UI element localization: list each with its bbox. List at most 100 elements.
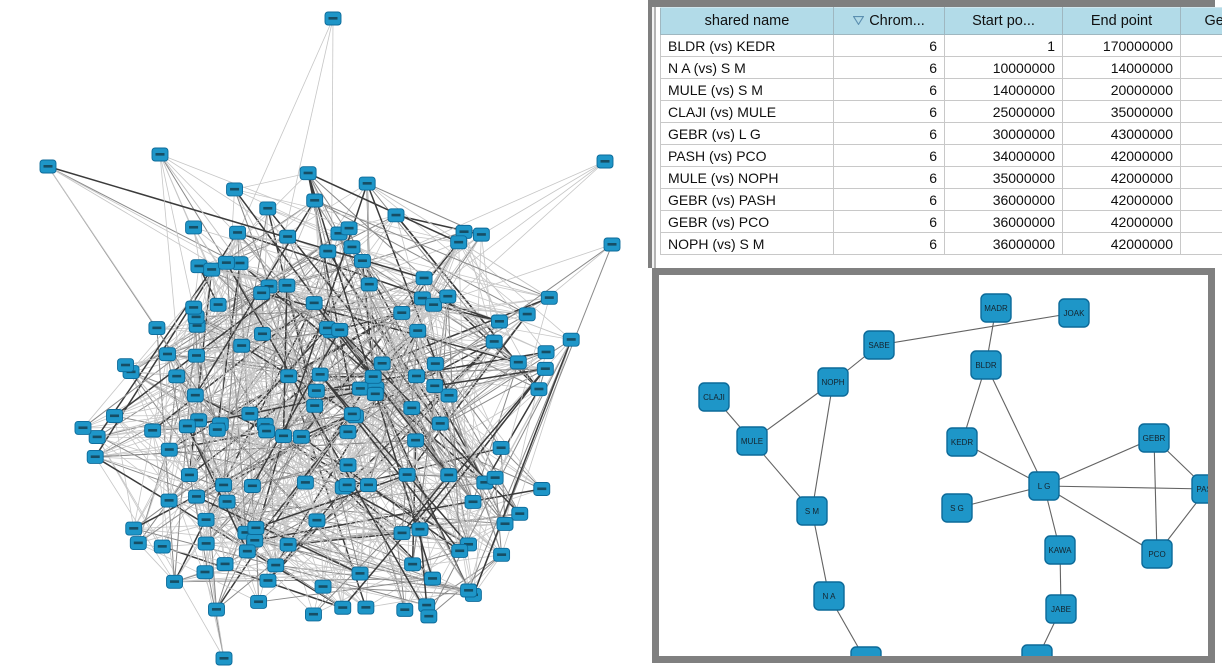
main-network-edge[interactable] (227, 474, 408, 503)
cell-genetic[interactable]: 16.9 (1180, 122, 1222, 145)
column-header-shared-name[interactable]: shared name (660, 7, 834, 35)
main-network-edge[interactable] (193, 307, 284, 437)
main-network-edge[interactable] (225, 262, 248, 552)
table-row[interactable]: CLAJI (vs) MULE625000000350000005.9 (660, 100, 1222, 123)
main-network-edge[interactable] (494, 339, 572, 479)
main-network-edge[interactable] (217, 304, 421, 530)
main-network-edge[interactable] (266, 368, 546, 432)
cell-chromosome[interactable]: 6 (833, 188, 945, 211)
main-network-edge[interactable] (189, 304, 219, 476)
subnetwork-node[interactable]: L G (1028, 471, 1060, 501)
main-network-edge[interactable] (314, 200, 349, 433)
subnetwork-node-shape[interactable] (941, 493, 973, 523)
column-header-genetic[interactable]: Genetic... (1180, 7, 1222, 35)
main-network-edge[interactable] (94, 456, 344, 609)
main-network-edge[interactable] (159, 154, 241, 264)
main-network-edge[interactable] (406, 474, 474, 596)
main-network-edge[interactable] (484, 388, 540, 483)
main-network-edge[interactable] (125, 364, 344, 609)
main-network-edge[interactable] (448, 395, 503, 556)
main-network-edge[interactable] (217, 304, 302, 438)
subnetwork-node-shape[interactable] (817, 367, 849, 397)
subnetwork-node-shape[interactable] (970, 350, 1002, 380)
main-network-edge[interactable] (226, 262, 340, 331)
cell-end_point[interactable]: 14000000 (1062, 56, 1181, 79)
column-header-start-point[interactable]: Start po... (944, 7, 1063, 35)
cell-end_point[interactable]: 42000000 (1062, 144, 1181, 167)
main-network-edge[interactable] (286, 285, 302, 437)
main-network-edge[interactable] (205, 424, 266, 544)
main-network-edge[interactable] (401, 474, 450, 534)
subnetwork-node-shape[interactable] (1021, 644, 1053, 656)
main-network-edge[interactable] (419, 368, 546, 530)
data-table[interactable]: shared name Chrom... Start po... End poi… (660, 7, 1222, 255)
main-network-edge[interactable] (196, 304, 434, 318)
main-network-edge[interactable] (162, 545, 343, 609)
main-network-edge[interactable] (313, 474, 450, 615)
main-network-edge[interactable] (211, 269, 321, 375)
main-network-edge[interactable] (133, 413, 353, 530)
main-network-edge[interactable] (331, 297, 550, 332)
main-network-edge[interactable] (205, 519, 217, 610)
cell-start_point[interactable]: 25000000 (944, 100, 1063, 123)
main-network-edge[interactable] (47, 166, 158, 329)
subnetwork-node[interactable]: S M (796, 496, 828, 526)
main-network-edge[interactable] (258, 474, 408, 603)
main-network-edge[interactable] (216, 263, 241, 430)
column-header-end-point[interactable]: End point (1062, 7, 1181, 35)
subnetwork-node-shape[interactable] (796, 496, 828, 526)
main-network-edge[interactable] (159, 154, 288, 238)
main-network-edge[interactable] (193, 227, 248, 552)
main-network-edge[interactable] (216, 246, 353, 431)
table-row[interactable]: N A (vs) S M610000000140000006.6 (660, 56, 1222, 79)
cell-end_point[interactable]: 42000000 (1062, 188, 1181, 211)
main-network-edge[interactable] (268, 286, 344, 608)
cell-end_point[interactable]: 42000000 (1062, 166, 1181, 189)
cell-start_point[interactable]: 36000000 (944, 210, 1063, 233)
cell-start_point[interactable]: 10000000 (944, 56, 1063, 79)
main-network-edge[interactable] (167, 232, 238, 355)
main-network-edge[interactable] (411, 304, 434, 409)
cell-chromosome[interactable]: 6 (833, 122, 945, 145)
cell-genetic[interactable]: 9.9 (1180, 232, 1222, 255)
subnetwork-edge[interactable] (985, 364, 1045, 487)
cell-shared_name[interactable]: MULE (vs) S M (660, 78, 834, 101)
table-row[interactable]: MULE (vs) NOPH6350000004200000010.5 (660, 166, 1222, 189)
main-network-edge[interactable] (159, 154, 198, 326)
subnetwork-node[interactable]: S G (941, 493, 973, 523)
cell-chromosome[interactable]: 6 (833, 78, 945, 101)
main-network-edge[interactable] (152, 302, 315, 432)
table-row[interactable]: GEBR (vs) PASH636000000420000008.9 (660, 188, 1222, 211)
main-network-edge[interactable] (500, 447, 506, 524)
subnetwork-edge[interactable] (1153, 437, 1158, 555)
subnetwork-node[interactable]: MADR (980, 293, 1012, 323)
main-network-edge[interactable] (314, 200, 344, 608)
cell-start_point[interactable]: 36000000 (944, 232, 1063, 255)
cell-end_point[interactable]: 170000000 (1062, 34, 1181, 57)
subnetwork-node[interactable]: N A (813, 581, 845, 611)
main-network-edge[interactable] (481, 161, 606, 235)
subnetwork-panel[interactable]: JOAK MADR SABE BLDR NOPH CLAJI GEBR KEDR MULE PAS… (652, 268, 1215, 663)
main-network-edge[interactable] (419, 296, 449, 530)
main-network-edge[interactable] (255, 527, 367, 608)
main-network-edge[interactable] (342, 487, 430, 617)
cell-shared_name[interactable]: GEBR (vs) L G (660, 122, 834, 145)
cell-shared_name[interactable]: PASH (vs) PCO (660, 144, 834, 167)
cell-start_point[interactable]: 35000000 (944, 166, 1063, 189)
subnetwork-node[interactable]: ALMCH (1021, 644, 1053, 656)
column-header-chromosome[interactable]: Chrom... (833, 7, 945, 35)
cell-genetic[interactable]: 11.4 (1180, 144, 1222, 167)
main-network-edge[interactable] (346, 296, 449, 486)
subnetwork-node-shape[interactable] (946, 427, 978, 457)
main-network-edge[interactable] (167, 283, 370, 355)
main-network-edge[interactable] (468, 234, 482, 545)
main-network-edge[interactable] (368, 330, 419, 486)
main-network-edge[interactable] (95, 435, 284, 458)
main-network-edge[interactable] (433, 304, 528, 315)
main-network-edge[interactable] (305, 482, 344, 608)
cell-start_point[interactable]: 14000000 (944, 78, 1063, 101)
subnetwork-node[interactable]: PASH (1191, 474, 1208, 504)
subnetwork-node-shape[interactable] (980, 293, 1012, 323)
main-network-edge[interactable] (211, 172, 309, 270)
main-network-edge[interactable] (226, 262, 302, 437)
